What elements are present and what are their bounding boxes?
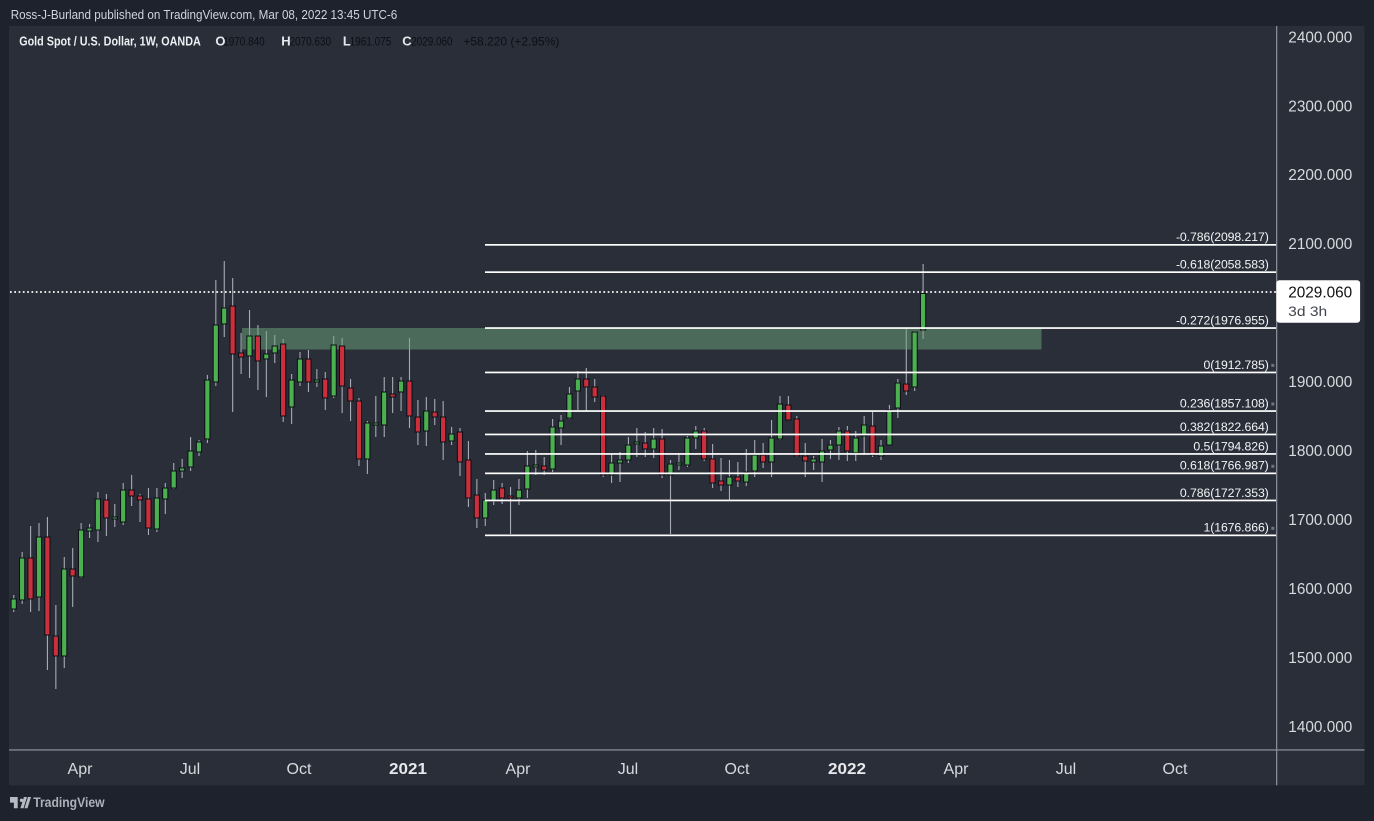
svg-text:2029.060: 2029.060 [411, 35, 453, 49]
svg-text:-0.786(2098.217): -0.786(2098.217) [1176, 230, 1269, 244]
svg-text:0.786(1727.353): 0.786(1727.353) [1180, 486, 1269, 500]
svg-text:2100.000: 2100.000 [1288, 236, 1352, 253]
svg-text:2070.630: 2070.630 [290, 35, 332, 49]
svg-text:Gold Spot / U.S. Dollar, 1W, O: Gold Spot / U.S. Dollar, 1W, OANDA [19, 33, 201, 48]
svg-text:0.236(1857.108): 0.236(1857.108) [1180, 396, 1269, 410]
svg-text:Jul: Jul [1056, 761, 1076, 778]
svg-text:Jul: Jul [180, 761, 200, 778]
svg-text:Oct: Oct [725, 761, 750, 778]
svg-text:+58.220 (+2.95%): +58.220 (+2.95%) [463, 35, 559, 49]
svg-text:0.5(1794.826): 0.5(1794.826) [1193, 439, 1268, 453]
svg-text:Ross-J-Burland published on Tr: Ross-J-Burland published on TradingView.… [11, 7, 398, 22]
svg-text:1800.000: 1800.000 [1288, 443, 1352, 460]
svg-text:Oct: Oct [1163, 761, 1188, 778]
svg-text:Jul: Jul [618, 761, 638, 778]
svg-text:2200.000: 2200.000 [1288, 167, 1352, 184]
svg-text:L: L [343, 34, 351, 49]
svg-text:1600.000: 1600.000 [1288, 581, 1352, 598]
svg-text:2021: 2021 [389, 761, 427, 778]
svg-text:1900.000: 1900.000 [1288, 374, 1352, 391]
svg-text:1500.000: 1500.000 [1288, 650, 1352, 667]
svg-text:H: H [281, 34, 290, 49]
svg-text:-0.272(1976.955): -0.272(1976.955) [1176, 313, 1269, 327]
svg-text:TradingView: TradingView [33, 795, 105, 810]
svg-text:Apr: Apr [506, 761, 532, 778]
svg-text:0(1912.785): 0(1912.785) [1203, 358, 1268, 372]
svg-text:Apr: Apr [944, 761, 970, 778]
svg-text:1970.840: 1970.840 [223, 35, 265, 49]
svg-text:Apr: Apr [68, 761, 94, 778]
svg-text:0.618(1766.987): 0.618(1766.987) [1180, 459, 1269, 473]
svg-text:2300.000: 2300.000 [1288, 98, 1352, 115]
svg-text:1961.075: 1961.075 [350, 35, 392, 49]
svg-text:1400.000: 1400.000 [1288, 719, 1352, 736]
svg-text:0.382(1822.664): 0.382(1822.664) [1180, 420, 1269, 434]
svg-text:3d 3h: 3d 3h [1288, 303, 1327, 319]
svg-text:Oct: Oct [287, 761, 312, 778]
svg-text:-0.618(2058.583): -0.618(2058.583) [1176, 258, 1269, 272]
svg-text:C: C [402, 34, 412, 49]
svg-text:O: O [215, 34, 225, 49]
svg-text:2029.060: 2029.060 [1288, 285, 1352, 302]
svg-text:2400.000: 2400.000 [1288, 29, 1352, 46]
svg-text:1(1676.866): 1(1676.866) [1203, 521, 1268, 535]
svg-text:2022: 2022 [828, 761, 866, 778]
svg-text:1700.000: 1700.000 [1288, 512, 1352, 529]
